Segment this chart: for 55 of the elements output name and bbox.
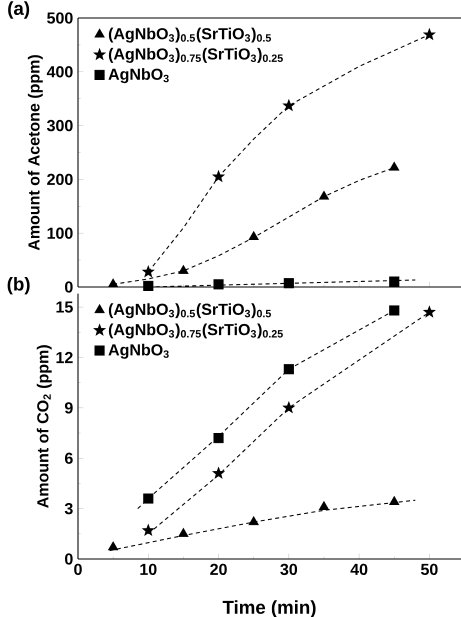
point <box>248 231 259 240</box>
y-tick-label: 6 <box>64 452 73 464</box>
point <box>318 501 330 510</box>
point <box>248 516 259 526</box>
point <box>212 170 225 182</box>
y-tick-label: 100 <box>48 228 73 239</box>
y-tick-label: 3 <box>64 502 73 514</box>
x-tick-label: 50 <box>420 564 438 576</box>
x-tick-label: 10 <box>140 564 157 576</box>
x-tick-label: 40 <box>350 564 368 576</box>
x-tick-label: 30 <box>280 564 298 576</box>
point <box>143 280 154 291</box>
point <box>142 524 154 536</box>
point <box>178 528 189 537</box>
point <box>282 99 295 111</box>
point <box>389 162 400 171</box>
legend-label: (AgNbO$_{3}$)$_{0.75}$(SrTiO$_{3}$)$_{0.25}$ <box>108 324 283 338</box>
point <box>389 276 400 287</box>
point <box>143 493 154 504</box>
legend-label: AgNbO$_{3}$ <box>108 344 169 359</box>
y-tick-label: 9 <box>64 402 73 414</box>
y-tick-label: 500 <box>47 12 73 24</box>
legend-label: AgNbO$_{3}$ <box>108 68 169 84</box>
point <box>178 264 189 274</box>
point <box>389 496 400 505</box>
point <box>282 401 295 414</box>
y-tick-label: 300 <box>46 120 73 132</box>
chart-title: (b) <box>8 276 30 294</box>
chart-title: (a) <box>8 1 30 19</box>
y-axis-title: Amount of Acetone (ppm) <box>28 55 43 250</box>
point <box>423 306 436 318</box>
x-tick-label: 0 <box>74 564 82 576</box>
point <box>213 433 224 444</box>
point <box>212 466 225 479</box>
point <box>142 266 154 278</box>
point <box>213 279 224 290</box>
y-tick-label: 200 <box>47 174 73 186</box>
y-tick-label: 0 <box>65 553 73 565</box>
point <box>284 364 294 374</box>
point <box>108 541 118 550</box>
point <box>389 305 400 316</box>
x-tick-label: 20 <box>210 564 227 576</box>
y-tick-label: 0 <box>65 281 73 293</box>
point <box>108 278 118 288</box>
y-axis-title: Amount of CO$_{2}$ (ppm) <box>36 345 52 508</box>
point <box>284 278 294 288</box>
legend-label: (AgNbO$_{3}$)$_{0.5}$(SrTiO$_{3}$)$_{0.5}$ <box>108 28 271 43</box>
y-tick-label: 12 <box>56 352 73 364</box>
y-tick-label: 15 <box>56 302 73 313</box>
legend-label: (AgNbO$_{3}$)$_{0.75}$(SrTiO$_{3}$)$_{0.25}$ <box>108 48 283 63</box>
line-series <box>109 500 416 552</box>
point <box>318 190 330 200</box>
point <box>423 28 436 40</box>
y-tick-label: 400 <box>46 66 73 78</box>
legend-label: (AgNbO$_{3}$)$_{0.5}$(SrTiO$_{3}$)$_{0.5}$ <box>108 303 271 318</box>
